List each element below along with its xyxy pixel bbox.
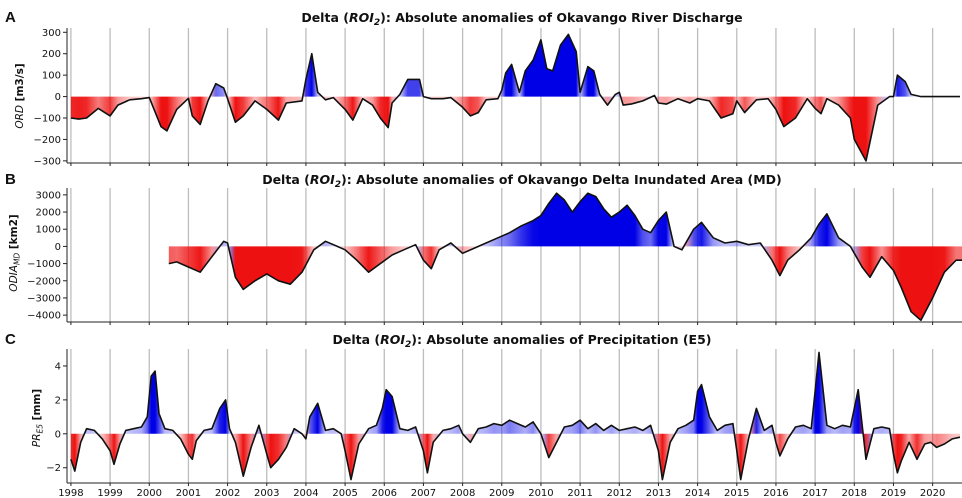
xtick-label-2020: 2020 xyxy=(920,488,945,498)
panel-c-plot: 4 2 0 −2 xyxy=(46,349,962,486)
xtick-label-2002: 2002 xyxy=(215,488,240,498)
xtick-label-2003: 2003 xyxy=(254,488,279,498)
panel-c-letter: C xyxy=(5,331,16,348)
xtick-label-1999: 1999 xyxy=(97,488,122,498)
xtick-label-2013: 2013 xyxy=(646,488,671,498)
ytick-label: −3000 xyxy=(27,293,61,304)
panel-a-series-line xyxy=(70,33,960,162)
panel-a-ylabel: ORD [m3/s] xyxy=(14,63,26,128)
ytick-label: 200 xyxy=(42,49,61,60)
ytick-label: 300 xyxy=(42,28,61,39)
panel-b-letter: B xyxy=(5,171,16,188)
xtick-label-2010: 2010 xyxy=(528,488,553,498)
ytick-label: −1000 xyxy=(27,259,61,270)
xtick-label-2009: 2009 xyxy=(489,488,514,498)
panel-a-anomaly-area xyxy=(70,34,961,161)
panel-c-anomaly-area xyxy=(70,352,961,480)
xtick-label-2000: 2000 xyxy=(137,488,162,498)
xtick-label-2015: 2015 xyxy=(724,488,749,498)
ytick-label: 3000 xyxy=(36,190,61,201)
panel-b-series-line xyxy=(168,192,962,322)
ytick-label: 2000 xyxy=(36,208,61,219)
panel-b-plot: 3000 2000 1000 0 −1000 −2000 −3000 −4000 xyxy=(27,188,962,325)
xtick-label-2008: 2008 xyxy=(450,488,475,498)
ytick-label: 0 xyxy=(55,92,61,103)
ytick-label: 1000 xyxy=(36,225,61,236)
panel-c-series-line xyxy=(70,351,961,481)
xtick-label-2012: 2012 xyxy=(607,488,632,498)
xtick-label-2005: 2005 xyxy=(332,488,357,498)
ytick-label: −200 xyxy=(34,135,61,146)
xtick-label-2001: 2001 xyxy=(176,488,201,498)
ytick-label: −2 xyxy=(46,463,61,474)
ytick-label: 2 xyxy=(55,395,61,406)
panel-c-title: Delta (ROI2): Absolute anomalies of Prec… xyxy=(333,332,712,350)
panel-b-title: Delta (ROI2): Absolute anomalies of Okav… xyxy=(262,172,782,190)
xtick-label-2004: 2004 xyxy=(293,488,318,498)
xtick-label-2011: 2011 xyxy=(567,488,592,498)
panel-a-plot: 300 200 100 0 −100 −200 −300 xyxy=(34,28,962,167)
ytick-label: 4 xyxy=(55,361,61,372)
ytick-label: 100 xyxy=(42,71,61,82)
ytick-label: −2000 xyxy=(27,276,61,287)
xtick-label-2017: 2017 xyxy=(802,488,827,498)
xtick-label-1998: 1998 xyxy=(58,488,83,498)
ytick-label: −300 xyxy=(34,156,61,167)
panel-b-ylabel: ODIAMD [km2] xyxy=(8,214,22,291)
ytick-label: 0 xyxy=(55,242,61,253)
xtick-label-2018: 2018 xyxy=(842,488,867,498)
ytick-label: −100 xyxy=(34,114,61,125)
panel-b-anomaly-area xyxy=(168,193,962,321)
ytick-label: −4000 xyxy=(27,311,61,322)
xtick-label-2016: 2016 xyxy=(763,488,788,498)
xtick-label-2014: 2014 xyxy=(685,488,710,498)
panel-a-title: Delta (ROI2): Absolute anomalies of Okav… xyxy=(301,10,742,28)
panel-c-ylabel: PRE5 [mm] xyxy=(31,389,45,447)
xtick-label-2019: 2019 xyxy=(881,488,906,498)
xtick-label-2007: 2007 xyxy=(411,488,436,498)
xtick-label-2006: 2006 xyxy=(372,488,397,498)
ytick-label: 0 xyxy=(55,429,61,440)
panel-a-letter: A xyxy=(5,9,16,26)
